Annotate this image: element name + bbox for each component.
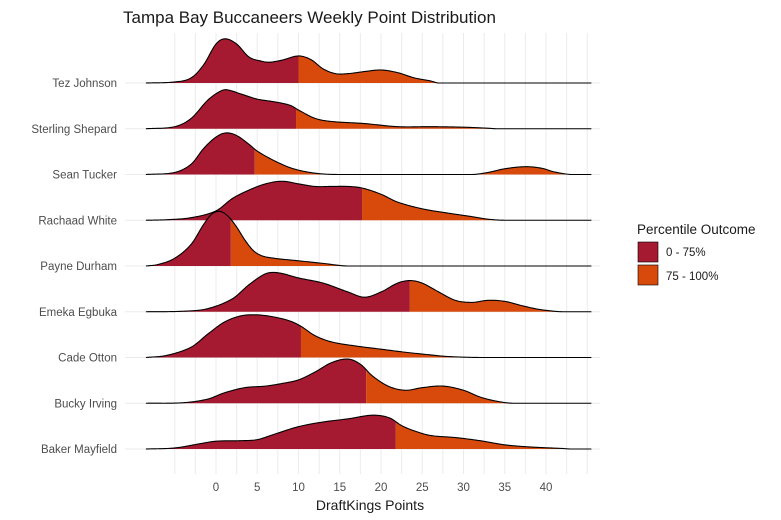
ridge-fill-75-100 [366, 369, 592, 404]
x-axis-ticks: 0 5 10 15 20 25 30 35 40 [213, 482, 553, 494]
ridge-cade-otton [145, 314, 592, 359]
ridge-outline [145, 271, 592, 313]
x-tick-label: 30 [457, 482, 470, 494]
ridge-fill-0-75 [145, 181, 363, 221]
x-tick-label: 25 [416, 482, 429, 494]
ridge-fill-0-75 [145, 314, 301, 358]
y-label: Payne Durham [40, 261, 117, 273]
ridge-fill-75-100 [298, 55, 592, 83]
legend: Percentile Outcome 0 - 75% 75 - 100% [637, 222, 756, 286]
ridge-outline [145, 414, 592, 450]
ridge-fill-75-100 [395, 421, 592, 449]
x-tick-label: 15 [333, 482, 346, 494]
y-label: Cade Otton [58, 353, 117, 365]
ridge-fill-0-75 [145, 38, 299, 83]
ridge-fill-75-100 [230, 219, 592, 266]
ridge-fill-0-75 [145, 89, 297, 129]
ridge-fill-75-100 [409, 280, 592, 312]
ridge-outline [145, 358, 592, 404]
y-label: Sean Tucker [52, 170, 117, 182]
y-label: Bucky Irving [54, 398, 117, 410]
legend-label-low: 0 - 75% [666, 247, 706, 259]
y-label: Tez Johnson [52, 78, 117, 90]
ridge-bucky-irving [145, 358, 592, 404]
y-label: Sterling Shepard [31, 124, 117, 136]
y-axis-labels: Tez Johnson Sterling Shepard Sean Tucker Ra… [31, 78, 117, 456]
chart-title: Tampa Bay Buccaneers Weekly Point Distri… [123, 8, 496, 27]
y-label: Emeka Egbuka [39, 307, 118, 319]
ridge-sean-tucker [145, 132, 592, 176]
x-tick-label: 20 [375, 482, 388, 494]
ridge-fill-0-75 [145, 132, 255, 175]
y-label: Rachaad White [38, 215, 117, 227]
legend-swatch-high [637, 264, 659, 286]
ridge-payne-durham [145, 210, 592, 267]
ridge-fill-0-75 [145, 211, 231, 266]
ridge-rachaad-white [145, 180, 592, 221]
ridge-outline [145, 132, 592, 176]
ridge-outline [145, 89, 592, 130]
ridge-fill-0-75 [145, 415, 396, 449]
ridge-outline [145, 314, 592, 359]
legend-title: Percentile Outcome [637, 222, 756, 237]
ridge-sterling-shepard [145, 89, 592, 130]
ridge-tez-johnson [145, 38, 592, 84]
x-tick-label: 5 [254, 482, 260, 494]
ridge-fill-0-75 [145, 272, 410, 312]
y-label: Baker Mayfield [41, 444, 117, 456]
ridge-fill-75-100 [300, 326, 592, 358]
x-tick-label: 10 [292, 482, 305, 494]
ridge-fill-0-75 [145, 359, 367, 404]
x-tick-label: 40 [540, 482, 553, 494]
x-tick-label: 0 [213, 482, 219, 494]
ridge-fill-75-100 [254, 149, 592, 175]
x-tick-label: 35 [498, 482, 511, 494]
ridge-fill-75-100 [296, 108, 592, 129]
ridge-baker-mayfield [145, 414, 592, 450]
ridge-emeka-egbuka [145, 271, 592, 313]
ridges [145, 38, 592, 450]
ridge-outline [145, 210, 592, 267]
legend-swatch-low [637, 241, 659, 263]
x-axis-label: DraftKings Points [316, 497, 424, 513]
ridge-outline [145, 180, 592, 221]
ridge-outline [145, 38, 592, 84]
legend-label-high: 75 - 100% [666, 271, 718, 283]
ridge-fill-75-100 [362, 188, 592, 221]
